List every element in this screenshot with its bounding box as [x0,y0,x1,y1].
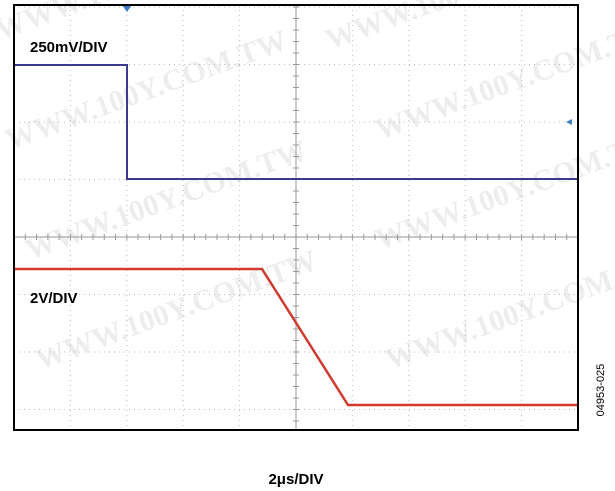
trigger-marker [122,5,132,12]
channel2-trace [14,267,578,407]
level-marker [566,119,572,125]
channel1-scale: 250mV/DIV [30,39,108,56]
figure-id: 04953-025 [595,364,607,417]
channel2-scale: 2V/DIV [30,290,78,307]
channel1-trace [14,64,578,180]
plot-frame [13,4,579,431]
time-scale: 2μs/DIV [268,471,323,488]
